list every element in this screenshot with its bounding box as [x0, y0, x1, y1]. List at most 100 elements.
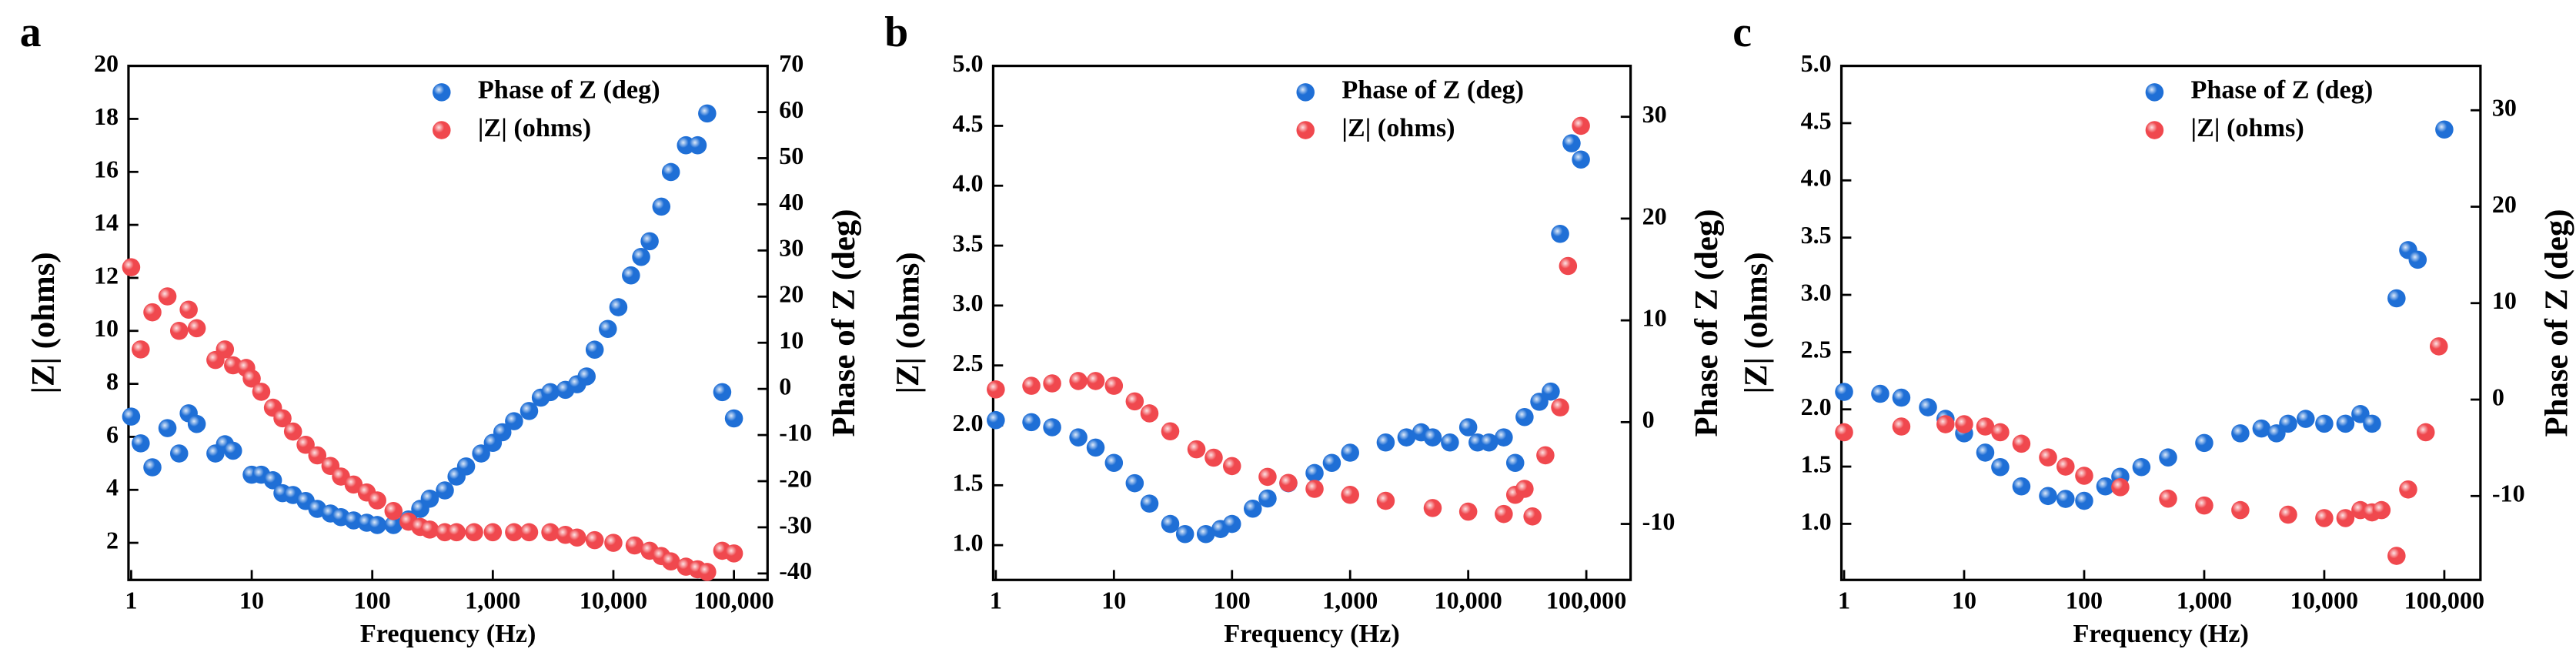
marker-shine [713, 383, 732, 402]
y-tick-label: 4.0 [952, 169, 983, 197]
data-point [1341, 486, 1359, 504]
legend-label: Phase of Z (deg) [478, 75, 660, 105]
marker-shine [224, 441, 242, 460]
data-point [132, 434, 150, 453]
marker-shine [2387, 547, 2406, 565]
marker-shine [2435, 120, 2454, 139]
legend-marker-shine [433, 121, 451, 139]
data-point [1244, 499, 1262, 518]
data-point [1572, 116, 1590, 135]
legend-marker-shine [2145, 121, 2164, 139]
data-point [252, 383, 271, 401]
data-point [1976, 417, 1995, 436]
marker-shine [296, 435, 315, 454]
x-tick-label: 100 [354, 587, 391, 614]
marker-shine [2132, 457, 2151, 477]
data-point [599, 319, 617, 339]
x-axis-label: Frequency (Hz) [2073, 619, 2249, 648]
marker-shine [2056, 457, 2075, 476]
data-point [622, 266, 640, 285]
y-tick-label: 1.5 [952, 469, 983, 497]
x-axis-label: Frequency (Hz) [1224, 619, 1400, 648]
y2-tick-label: 0 [2492, 383, 2504, 410]
marker-shine [1505, 453, 1525, 473]
data-point [1086, 438, 1105, 457]
x-tick-label: 1 [990, 587, 1002, 614]
marker-shine [1991, 457, 2010, 477]
data-point [1559, 256, 1578, 276]
data-point [1835, 423, 1853, 442]
data-point [2195, 433, 2213, 453]
y2-axis-label: Phase of Z (deg) [1689, 209, 1725, 437]
marker-shine [368, 491, 386, 510]
x-tick-label: 100,000 [1546, 587, 1626, 614]
data-point [187, 414, 206, 433]
marker-shine [1341, 443, 1359, 462]
marker-shine [987, 410, 1005, 430]
marker-shine [1161, 422, 1180, 441]
data-point [447, 523, 466, 542]
panel: a1 10 100 1,000 10,000 100,000246810121416182… [20, 8, 862, 648]
marker-shine [2408, 250, 2427, 269]
marker-shine [1305, 480, 1324, 498]
y2-tick-label: 10 [2492, 286, 2517, 314]
marker-shine [1536, 446, 1555, 465]
data-point [640, 232, 659, 251]
data-point [158, 419, 177, 437]
data-point [384, 516, 403, 534]
data-point [1305, 463, 1324, 483]
marker-shine [1976, 417, 1995, 436]
data-point [661, 162, 680, 182]
data-point [2372, 500, 2391, 520]
marker-shine [2012, 434, 2031, 453]
marker-shine [1458, 418, 1478, 437]
marker-shine [1069, 372, 1088, 390]
marker-shine [143, 458, 162, 477]
data-point [568, 528, 586, 547]
marker-shine [122, 258, 141, 276]
data-point [263, 471, 282, 490]
marker-shine [2231, 500, 2250, 520]
plot-frame [127, 64, 769, 581]
marker-shine [420, 490, 439, 508]
marker-shine [2399, 480, 2417, 499]
data-point [1069, 372, 1088, 390]
panel-label: b [884, 8, 908, 56]
data-point [1495, 428, 1513, 447]
data-point [1125, 473, 1144, 493]
y-tick-label: 12 [94, 261, 119, 289]
marker-shine [1140, 494, 1159, 513]
y-tick-label: 2 [106, 526, 119, 554]
marker-shine [1086, 372, 1105, 390]
marker-shine [1559, 256, 1578, 276]
data-point [1562, 134, 1581, 152]
marker-shine [1204, 448, 1223, 467]
data-point [2096, 477, 2115, 496]
data-point [456, 457, 476, 476]
data-point [368, 491, 386, 510]
marker-shine [2195, 433, 2213, 453]
marker-shine [132, 340, 150, 359]
y2-tick-label: 10 [779, 326, 804, 354]
marker-shine [1397, 428, 1416, 447]
y-tick-label: 18 [94, 102, 119, 130]
data-point [2132, 457, 2151, 477]
data-point [698, 104, 717, 123]
marker-shine [1279, 473, 1298, 492]
marker-shine [1043, 374, 1061, 393]
y-tick-label: 14 [94, 208, 119, 236]
marker-shine [1104, 376, 1124, 395]
y-axis-label: |Z| (ohms) [890, 252, 926, 393]
marker-shine [2336, 414, 2355, 433]
marker-shine [1222, 514, 1241, 534]
marker-shine [661, 162, 680, 182]
marker-shine [625, 536, 644, 555]
y2-tick-label: -30 [779, 510, 812, 538]
legend-label: |Z| (ohms) [1341, 113, 1455, 142]
data-point [713, 383, 732, 402]
y-tick-label: 4 [106, 473, 119, 501]
marker-shine [483, 523, 503, 542]
data-point [1523, 507, 1542, 526]
data-point [368, 516, 386, 534]
data-point [724, 409, 743, 428]
